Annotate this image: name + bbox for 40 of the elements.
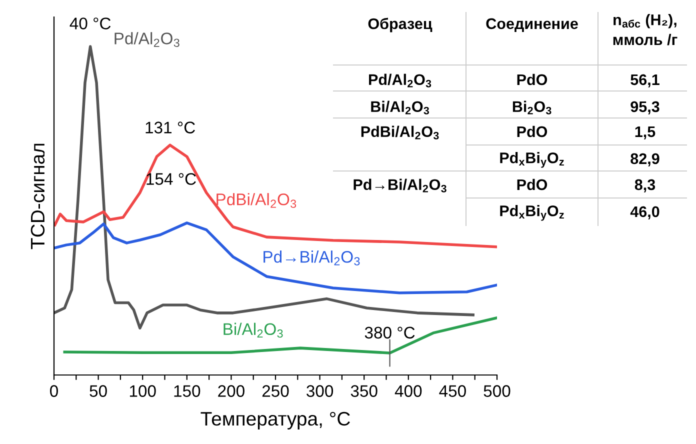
x-tick-label: 400	[394, 385, 422, 397]
x-tick-label: 350	[350, 385, 378, 397]
text: PdO	[517, 126, 548, 138]
annotation: 131 °C	[146, 122, 196, 134]
text: 82,9	[630, 153, 660, 166]
y-axis-title: TCD-сигнал	[30, 144, 45, 250]
x-tick-label: 450	[439, 385, 466, 397]
text: Соединение	[486, 18, 578, 32]
text: 56,1	[630, 74, 660, 88]
series-label: Pd/Al$_{2}$O$_{3}$	[114, 32, 180, 47]
text: n$_{абс}$ (H₂), ммоль /г	[613, 14, 678, 46]
series-label: PdBi/Al$_{2}$O$_{3}$	[216, 193, 296, 208]
x-tick-label: 150	[174, 385, 200, 397]
annotation: 154 °C	[146, 173, 196, 185]
annotation: 40 °C	[70, 18, 111, 30]
annotation: Pd→Bi/Al$_{2}$O$_{3}$	[354, 178, 446, 192]
x-tick-label: 250	[262, 385, 289, 397]
text: PdO	[517, 178, 548, 190]
x-tick-label: 100	[130, 385, 156, 397]
x-tick-label: 0	[50, 385, 58, 397]
series-label: Bi/Al$_{2}$O$_{3}$	[224, 322, 283, 338]
x-tick-label: 500	[484, 385, 510, 397]
annotation: Bi/Al$_{2}$O$_{3}$	[371, 100, 430, 114]
annotation: PdBi/Al$_{2}$O$_{3}$	[361, 126, 439, 140]
text: Образец	[368, 18, 432, 32]
x-tick-label: 200	[218, 385, 244, 397]
series-label: Pd→Bi/Al$_{2}$O$_{3}$	[264, 250, 360, 266]
text: 46,0	[630, 206, 660, 220]
annotation: Pd/Al$_{2}$O$_{3}$	[369, 74, 432, 88]
x-axis-title: Температура, °C	[200, 412, 350, 430]
text: Bi$_{2}$O$_{3}$	[512, 100, 552, 114]
text: 8,3	[634, 179, 656, 192]
x-tick-label: 300	[306, 385, 334, 397]
text: Pd$_{x}$Bi$_{y}$O$_{z}$	[500, 205, 564, 221]
text: 95,3	[630, 101, 660, 114]
text: PdO	[517, 74, 548, 86]
x-tick-label: 50	[90, 385, 107, 397]
text: Pd$_{x}$Bi$_{y}$O$_{z}$	[500, 152, 564, 168]
text: 1,5	[635, 126, 656, 140]
annotation: 380 °C	[364, 326, 415, 339]
